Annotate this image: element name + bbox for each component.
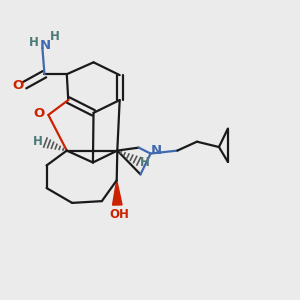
Text: H: H	[29, 36, 39, 49]
Text: O: O	[12, 79, 24, 92]
Text: H: H	[140, 156, 150, 169]
Polygon shape	[112, 180, 122, 205]
Text: N: N	[151, 143, 162, 157]
Text: H: H	[33, 135, 43, 148]
Text: H: H	[50, 30, 60, 43]
Text: OH: OH	[110, 208, 130, 221]
Text: N: N	[40, 39, 51, 52]
Text: O: O	[34, 107, 45, 120]
